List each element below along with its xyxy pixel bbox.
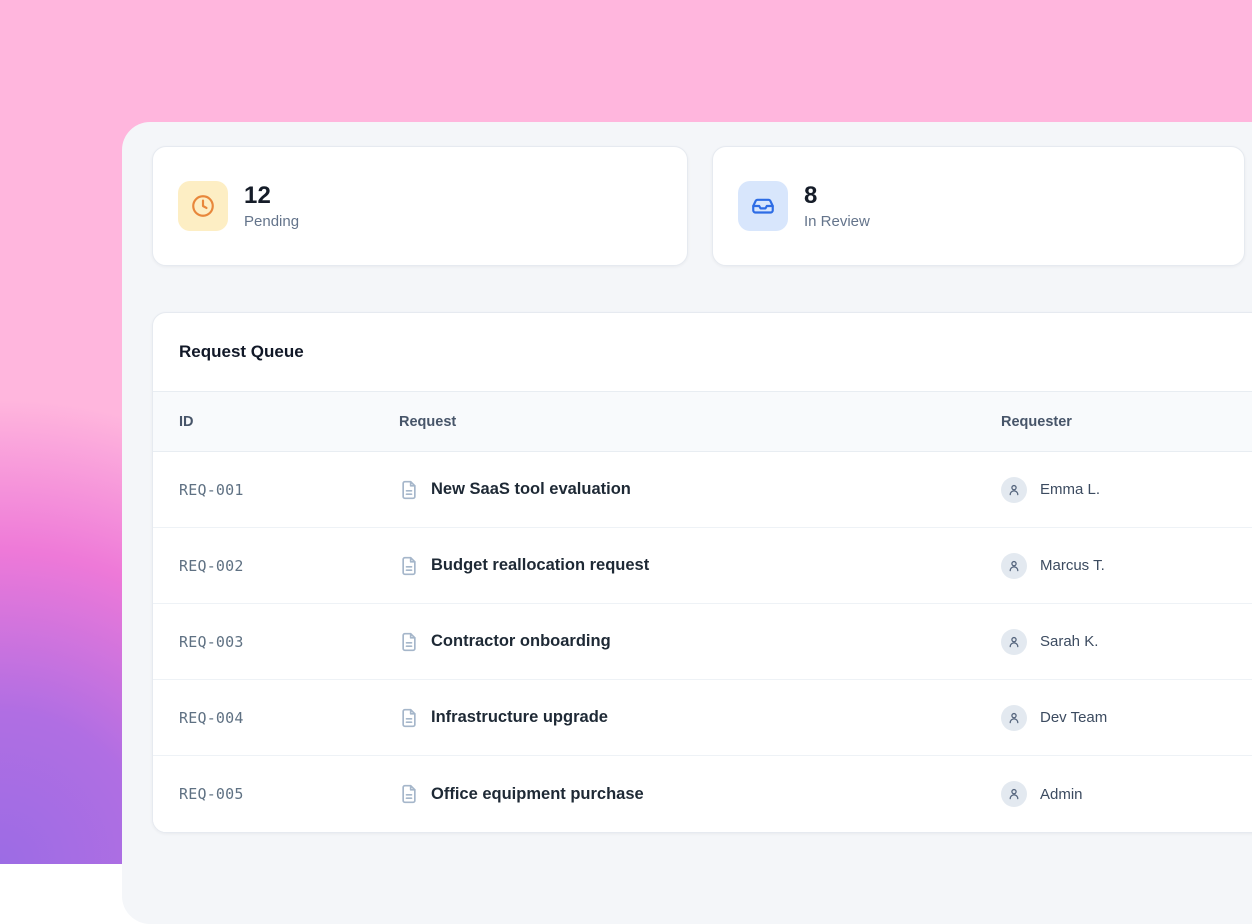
file-text-icon: [402, 556, 416, 575]
avatar: [1001, 552, 1027, 579]
request-cell: New SaaS tool evaluation: [399, 480, 1001, 500]
column-header-requester: Requester: [1001, 413, 1072, 430]
requester-cell: Marcus T.: [1001, 552, 1252, 579]
in-review-count: 8: [804, 182, 818, 209]
pending-count: 12: [244, 182, 272, 209]
requester-cell: Dev Team: [1001, 704, 1252, 731]
requester-name: Dev Team: [1040, 709, 1108, 726]
requester-cell: Sarah K.: [1001, 628, 1252, 655]
user-icon: [1009, 560, 1019, 571]
requester-name: Emma L.: [1040, 481, 1101, 498]
stat-text: 12 Pending: [244, 182, 299, 230]
request-cell: Infrastructure upgrade: [399, 708, 1001, 728]
request-id: REQ-004: [179, 708, 244, 727]
app-panel: 12 Pending 8 In Review Request Queue ID …: [122, 122, 1252, 924]
user-icon: [1009, 712, 1019, 723]
request-title: Infrastructure upgrade: [431, 708, 608, 726]
avatar: [1001, 781, 1027, 807]
user-icon: [1009, 484, 1019, 495]
file-text-icon: [402, 784, 416, 804]
in-review-label: In Review: [804, 213, 870, 230]
requester-name: Sarah K.: [1040, 633, 1099, 650]
request-cell: Budget reallocation request: [399, 556, 1001, 576]
table-body: REQ-001 New SaaS tool evaluation Emma L.…: [153, 452, 1252, 832]
table-header-row: ID Request Requester: [153, 392, 1252, 452]
request-cell: Contractor onboarding: [399, 632, 1001, 652]
request-title: Budget reallocation request: [431, 556, 650, 574]
avatar: [1001, 476, 1027, 503]
request-queue-title: Request Queue: [153, 313, 1252, 392]
request-id: REQ-001: [179, 480, 244, 499]
request-cell: Office equipment purchase: [399, 784, 1001, 804]
requester-name: Admin: [1040, 785, 1083, 803]
table-row[interactable]: REQ-004 Infrastructure upgrade Dev Team: [153, 680, 1252, 756]
file-text-icon: [402, 632, 416, 651]
clock-icon: [192, 195, 214, 217]
request-id: REQ-003: [179, 632, 244, 651]
request-id: REQ-005: [179, 785, 244, 803]
request-title: Contractor onboarding: [431, 632, 611, 650]
table-row[interactable]: REQ-005 Office equipment purchase Admin: [153, 756, 1252, 832]
user-icon: [1009, 636, 1019, 647]
request-queue-card: Request Queue ID Request Requester REQ-0…: [152, 312, 1252, 833]
column-header-id: ID: [179, 413, 194, 430]
request-id: REQ-002: [179, 556, 244, 575]
clock-icon-tile: [178, 181, 228, 231]
user-icon: [1009, 788, 1019, 800]
file-text-icon: [402, 480, 416, 499]
table-row[interactable]: REQ-002 Budget reallocation request Marc…: [153, 528, 1252, 604]
table-row[interactable]: REQ-003 Contractor onboarding Sarah K.: [153, 604, 1252, 680]
file-text-icon: [402, 708, 416, 727]
stat-card-pending: 12 Pending: [152, 146, 688, 266]
request-title: Office equipment purchase: [431, 784, 644, 803]
requester-cell: Emma L.: [1001, 476, 1252, 503]
inbox-icon-tile: [738, 181, 788, 231]
stat-cards: 12 Pending 8 In Review: [152, 146, 1252, 266]
inbox-icon: [752, 198, 774, 214]
stat-card-in-review: 8 In Review: [712, 146, 1245, 266]
table-row[interactable]: REQ-001 New SaaS tool evaluation Emma L.: [153, 452, 1252, 528]
stat-text: 8 In Review: [804, 182, 870, 230]
requester-cell: Admin: [1001, 781, 1252, 807]
pending-label: Pending: [244, 213, 300, 230]
request-title: New SaaS tool evaluation: [431, 480, 631, 498]
avatar: [1001, 628, 1027, 655]
column-header-request: Request: [399, 413, 457, 430]
avatar: [1001, 704, 1027, 731]
requester-name: Marcus T.: [1040, 557, 1105, 574]
